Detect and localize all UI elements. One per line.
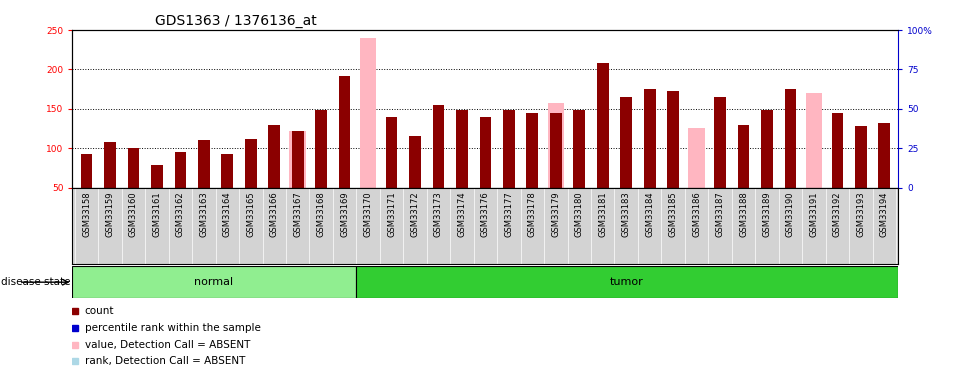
Text: rank, Detection Call = ABSENT: rank, Detection Call = ABSENT xyxy=(85,356,245,366)
Bar xyxy=(689,128,705,188)
Text: GSM33166: GSM33166 xyxy=(270,191,279,237)
Bar xyxy=(290,131,306,188)
Bar xyxy=(175,152,186,188)
Text: GSM33165: GSM33165 xyxy=(246,191,255,237)
Text: GSM33158: GSM33158 xyxy=(82,191,91,237)
Bar xyxy=(855,126,867,188)
Bar xyxy=(385,117,397,188)
Bar xyxy=(784,89,796,188)
Text: percentile rank within the sample: percentile rank within the sample xyxy=(85,323,261,333)
Bar xyxy=(668,91,679,188)
Bar xyxy=(151,165,163,188)
Bar xyxy=(410,136,421,188)
Text: GSM33162: GSM33162 xyxy=(176,191,185,237)
Bar xyxy=(456,110,468,188)
Bar xyxy=(221,154,233,188)
Bar xyxy=(597,63,609,188)
Bar xyxy=(548,103,564,188)
Text: GSM33191: GSM33191 xyxy=(810,191,818,237)
Text: GSM33159: GSM33159 xyxy=(105,191,115,237)
Text: GSM33173: GSM33173 xyxy=(434,191,443,237)
Text: GSM33181: GSM33181 xyxy=(598,191,608,237)
Bar xyxy=(72,266,355,298)
Bar xyxy=(339,76,351,188)
Bar xyxy=(738,124,750,188)
Text: GSM33192: GSM33192 xyxy=(833,191,842,237)
Text: GSM33179: GSM33179 xyxy=(552,191,560,237)
Bar xyxy=(503,110,515,188)
Bar xyxy=(806,93,822,188)
Text: GSM33194: GSM33194 xyxy=(880,191,889,237)
Bar xyxy=(620,97,632,188)
Text: GSM33160: GSM33160 xyxy=(128,191,138,237)
Text: GSM33184: GSM33184 xyxy=(645,191,654,237)
Text: GSM33176: GSM33176 xyxy=(481,191,490,237)
Bar xyxy=(574,110,585,188)
Bar xyxy=(360,38,377,188)
Text: GSM33169: GSM33169 xyxy=(340,191,349,237)
Bar xyxy=(128,148,139,188)
Text: GSM33163: GSM33163 xyxy=(199,191,209,237)
Bar xyxy=(198,140,210,188)
Text: GSM33161: GSM33161 xyxy=(153,191,161,237)
Text: tumor: tumor xyxy=(611,277,644,287)
Bar xyxy=(714,97,725,188)
Text: GSM33185: GSM33185 xyxy=(668,191,677,237)
Bar xyxy=(526,112,538,188)
Bar xyxy=(81,154,93,188)
Bar xyxy=(355,266,898,298)
Text: normal: normal xyxy=(194,277,234,287)
Text: value, Detection Call = ABSENT: value, Detection Call = ABSENT xyxy=(85,339,250,350)
Bar xyxy=(550,112,561,188)
Text: GSM33186: GSM33186 xyxy=(692,191,701,237)
Bar xyxy=(433,105,444,188)
Bar xyxy=(832,112,843,188)
Text: GSM33174: GSM33174 xyxy=(458,191,467,237)
Text: GSM33171: GSM33171 xyxy=(387,191,396,237)
Text: GSM33190: GSM33190 xyxy=(786,191,795,237)
Bar xyxy=(643,89,656,188)
Bar xyxy=(878,123,890,188)
Text: GSM33164: GSM33164 xyxy=(223,191,232,237)
Text: GSM33188: GSM33188 xyxy=(739,191,748,237)
Bar xyxy=(315,110,327,188)
Bar xyxy=(761,110,773,188)
Bar xyxy=(104,142,116,188)
Text: GSM33180: GSM33180 xyxy=(575,191,583,237)
Text: GSM33178: GSM33178 xyxy=(527,191,537,237)
Bar xyxy=(479,117,492,188)
Text: GSM33183: GSM33183 xyxy=(622,191,631,237)
Text: GSM33193: GSM33193 xyxy=(856,191,866,237)
Text: GDS1363 / 1376136_at: GDS1363 / 1376136_at xyxy=(156,13,317,28)
Text: count: count xyxy=(85,306,114,316)
Text: GSM33167: GSM33167 xyxy=(294,191,302,237)
Bar xyxy=(245,140,257,188)
Text: GSM33170: GSM33170 xyxy=(363,191,373,237)
Text: GSM33168: GSM33168 xyxy=(317,191,326,237)
Text: GSM33187: GSM33187 xyxy=(716,191,724,237)
Text: GSM33177: GSM33177 xyxy=(504,191,513,237)
Text: GSM33189: GSM33189 xyxy=(762,191,772,237)
Text: GSM33172: GSM33172 xyxy=(411,191,419,237)
Bar xyxy=(292,131,303,188)
Bar xyxy=(269,124,280,188)
Text: disease state: disease state xyxy=(1,277,71,287)
